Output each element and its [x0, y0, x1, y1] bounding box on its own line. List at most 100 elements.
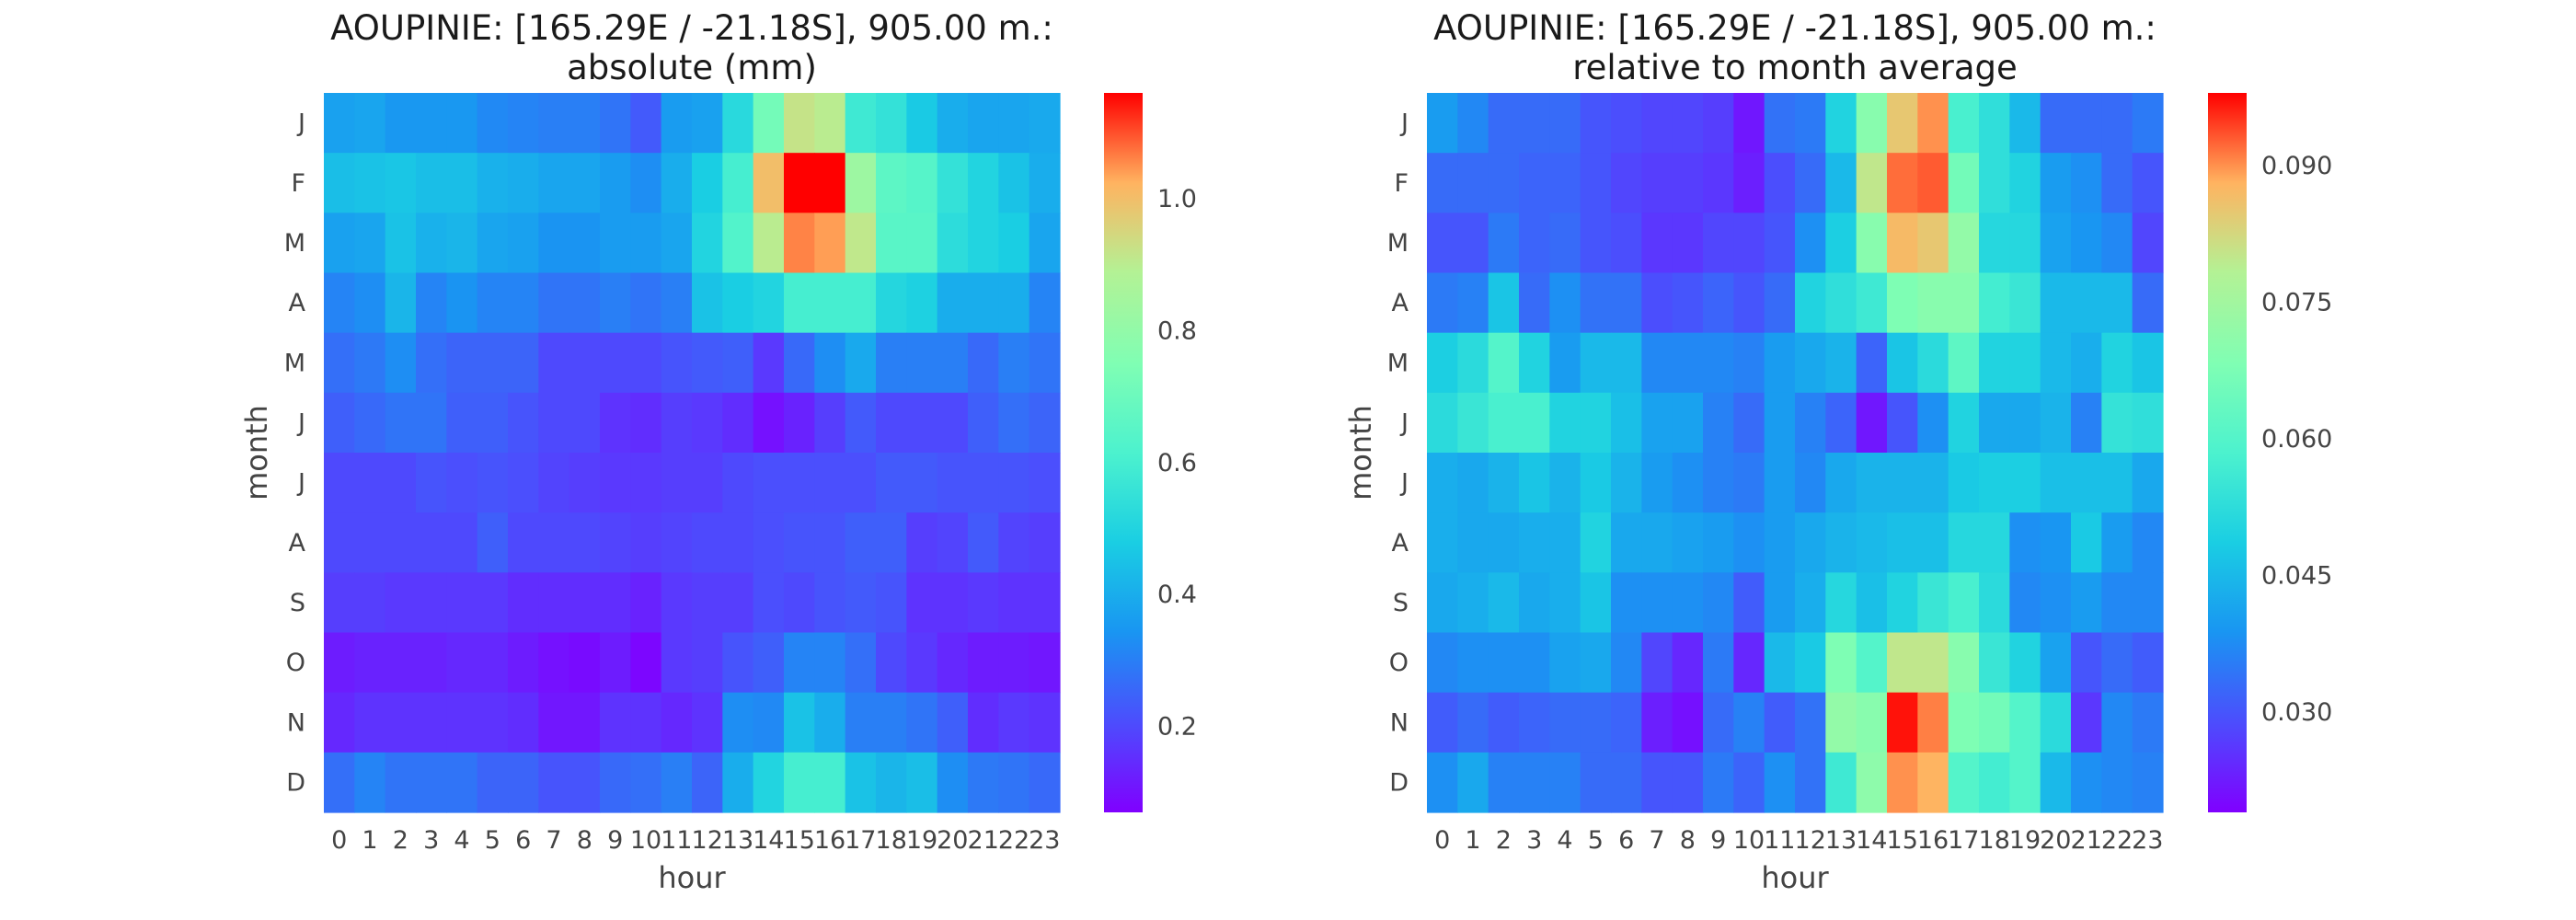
- heatmap-cell: [1917, 392, 1949, 454]
- heatmap-cell: [1764, 752, 1796, 813]
- heatmap-cell: [1457, 632, 1489, 694]
- heatmap-cell: [416, 453, 447, 513]
- heatmap-cell: [1887, 272, 1918, 334]
- heatmap-cell: [2071, 272, 2102, 334]
- heatmap-cell: [1917, 153, 1949, 213]
- heatmap-cell: [2009, 392, 2041, 454]
- heatmap-cell: [722, 93, 754, 154]
- heatmap-cell: [968, 512, 999, 573]
- heatmap-cell: [2040, 93, 2072, 154]
- heatmap-cell: [1580, 153, 1612, 213]
- y-tick-label: O: [1389, 649, 1409, 677]
- heatmap-cell: [324, 93, 355, 154]
- heatmap-cell: [968, 752, 999, 813]
- heatmap-cell: [1641, 512, 1673, 573]
- heatmap-cell: [2132, 272, 2164, 334]
- heatmap-cell: [998, 632, 1030, 694]
- x-tick-label: 2: [393, 826, 408, 855]
- heatmap-cell: [1856, 213, 1888, 274]
- heatmap-cell: [1887, 752, 1918, 813]
- heatmap-cell: [1611, 332, 1642, 394]
- heatmap-cell: [722, 692, 754, 753]
- heatmap-cell: [477, 752, 509, 813]
- heatmap-cell: [446, 272, 478, 334]
- heatmap-cell: [937, 632, 969, 694]
- heatmap-cell: [2009, 332, 2041, 394]
- heatmap-cell: [1672, 213, 1704, 274]
- heatmap-cell: [1611, 93, 1642, 154]
- heatmap-cell: [2071, 392, 2102, 454]
- heatmap-cell: [569, 93, 601, 154]
- heatmap-cell: [446, 332, 478, 394]
- x-tick-label: 16: [1917, 826, 1949, 855]
- heatmap-cell: [385, 153, 417, 213]
- heatmap-panel-absolute: AOUPINIE: [165.29E / -21.18S], 905.00 m.…: [239, 8, 1197, 895]
- heatmap-cell: [2132, 572, 2164, 634]
- heatmap-cell: [1029, 153, 1061, 213]
- heatmap-cell: [1427, 752, 1458, 813]
- heatmap-cell: [1825, 93, 1857, 154]
- heatmap-cell: [324, 572, 355, 634]
- heatmap-cell: [1764, 93, 1796, 154]
- heatmap-cell: [784, 453, 815, 513]
- heatmap-cell: [630, 692, 662, 753]
- x-tick-label: 20: [937, 826, 968, 855]
- heatmap-cell: [1641, 153, 1673, 213]
- heatmap-cell: [906, 272, 938, 334]
- heatmap-cell: [722, 752, 754, 813]
- x-tick-label: 11: [1764, 826, 1795, 855]
- heatmap-cell: [1549, 692, 1581, 753]
- heatmap-cell: [1887, 632, 1918, 694]
- heatmap-cell: [1029, 213, 1061, 274]
- heatmap-cells: [1427, 93, 2164, 813]
- heatmap-cell: [630, 512, 662, 573]
- colorbar: [1104, 93, 1143, 812]
- heatmap-cell: [1580, 512, 1612, 573]
- heatmap-cell: [968, 632, 999, 694]
- x-tick-label: 10: [630, 826, 661, 855]
- heatmap-cell: [1427, 153, 1458, 213]
- heatmap-cell: [538, 153, 570, 213]
- heatmap-cell: [1764, 392, 1796, 454]
- heatmap-cell: [508, 752, 539, 813]
- heatmap-cell: [1948, 453, 1980, 513]
- heatmap-cell: [1703, 272, 1734, 334]
- x-tick-label: 2: [1496, 826, 1512, 855]
- heatmap-cell: [600, 572, 631, 634]
- x-tick-label: 6: [1618, 826, 1634, 855]
- heatmap-cell: [2040, 213, 2072, 274]
- heatmap-cell: [2101, 512, 2133, 573]
- heatmap-cell: [998, 153, 1030, 213]
- heatmap-cell: [1029, 572, 1061, 634]
- heatmap-cell: [1887, 93, 1918, 154]
- heatmap-cell: [722, 332, 754, 394]
- x-tick-label: 7: [1649, 826, 1664, 855]
- heatmap-cell: [1795, 93, 1826, 154]
- heatmap-cell: [1825, 752, 1857, 813]
- heatmap-cell: [1519, 512, 1550, 573]
- heatmap-cell: [538, 572, 570, 634]
- heatmap-cell: [1856, 572, 1888, 634]
- heatmap-cell: [814, 392, 846, 454]
- heatmap-cell: [661, 272, 693, 334]
- heatmap-cell: [1733, 512, 1765, 573]
- colorbar-ticks: 0.030 0.045 0.060 0.075 0.090: [2261, 152, 2332, 727]
- heatmap-cell: [1029, 93, 1061, 154]
- heatmap-cell: [1519, 213, 1550, 274]
- heatmap-cell: [1549, 572, 1581, 634]
- heatmap-cell: [2040, 153, 2072, 213]
- heatmap-cell: [2101, 153, 2133, 213]
- heatmap-cell: [477, 572, 509, 634]
- heatmap-cell: [385, 512, 417, 573]
- y-tick-labels: J F M A M J J A S O N D: [1387, 109, 1409, 798]
- heatmap-cell: [1887, 692, 1918, 753]
- heatmap-cell: [1825, 392, 1857, 454]
- heatmap-cell: [661, 213, 693, 274]
- heatmap-cell: [508, 453, 539, 513]
- heatmap-cell: [477, 332, 509, 394]
- heatmap-cell: [1703, 213, 1734, 274]
- heatmap-cell: [600, 332, 631, 394]
- heatmap-cell: [1856, 272, 1888, 334]
- heatmap-cell: [1672, 512, 1704, 573]
- heatmap-cell: [753, 93, 785, 154]
